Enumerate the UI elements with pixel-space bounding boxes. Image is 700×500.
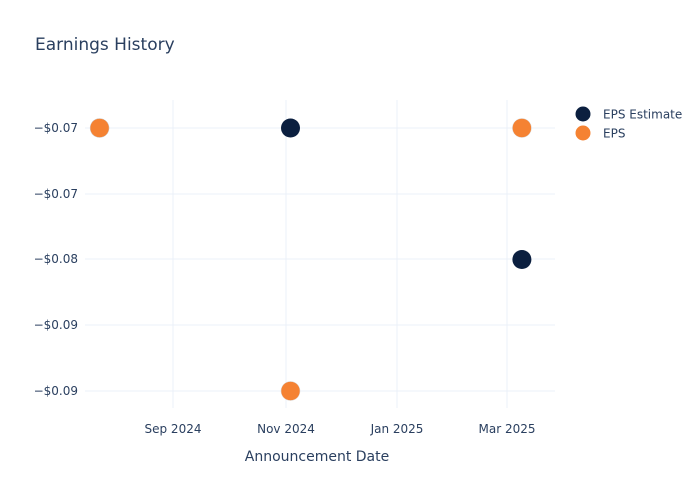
x-tick-label: Mar 2025 <box>479 422 536 436</box>
eps-estimate-point[interactable] <box>512 250 532 269</box>
y-tick-label: −$0.08 <box>34 252 78 266</box>
legend: EPS Estimate EPS <box>575 106 683 141</box>
grid <box>85 100 555 408</box>
x-tick-labels: Sep 2024 Nov 2024 Jan 2025 Mar 2025 <box>145 422 536 436</box>
legend-item-eps-estimate[interactable]: EPS Estimate <box>575 106 683 122</box>
x-tick-label: Nov 2024 <box>257 422 315 436</box>
legend-marker-eps <box>575 125 591 141</box>
eps-point[interactable] <box>89 118 110 138</box>
data-points <box>89 118 532 401</box>
y-tick-label: −$0.09 <box>34 318 78 332</box>
x-tick-label: Sep 2024 <box>145 422 202 436</box>
y-tick-label: −$0.07 <box>34 121 78 135</box>
eps-estimate-point[interactable] <box>281 118 300 138</box>
y-tick-labels: −$0.07 −$0.07 −$0.08 −$0.09 −$0.09 <box>34 121 78 398</box>
legend-label-eps-estimate: EPS Estimate <box>603 108 682 122</box>
eps-point[interactable] <box>280 381 301 401</box>
y-tick-label: −$0.07 <box>34 187 78 201</box>
legend-label-eps: EPS <box>603 127 625 141</box>
legend-marker-eps-estimate <box>575 106 591 122</box>
y-tick-label: −$0.09 <box>34 384 78 398</box>
legend-item-eps[interactable]: EPS <box>575 125 626 141</box>
eps-point[interactable] <box>512 118 532 138</box>
chart-title: Earnings History <box>35 35 175 55</box>
x-axis-title: Announcement Date <box>245 449 389 465</box>
x-tick-label: Jan 2025 <box>370 422 424 436</box>
